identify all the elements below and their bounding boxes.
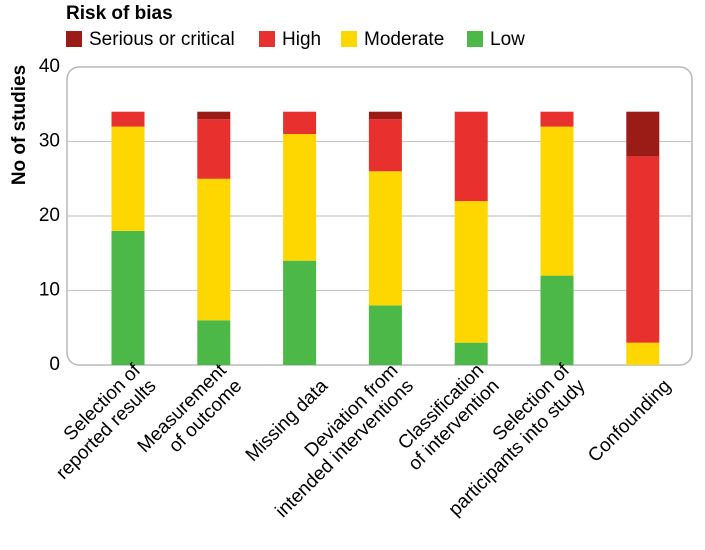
- bar-segment-low: [283, 260, 317, 365]
- bar-segment-high: [111, 111, 145, 127]
- legend: Serious or critical High Moderate Low: [66, 29, 525, 50]
- bar-segment-low: [368, 305, 402, 365]
- legend-title: Risk of bias: [66, 3, 173, 24]
- x-tick-label: Classificationof intervention: [389, 360, 504, 475]
- y-tick-label: 40: [39, 56, 60, 77]
- bar-segment-high: [626, 156, 660, 343]
- bar-segment-moderate: [626, 342, 660, 365]
- legend-swatch: [66, 31, 82, 47]
- x-tick-label: Confounding: [584, 376, 675, 467]
- bar-segment-serious-or-critical: [197, 111, 231, 120]
- bar-segment-high: [368, 119, 402, 172]
- bar-segment-low: [197, 320, 231, 365]
- bar-segment-moderate: [197, 178, 231, 321]
- svg-text:Selection ofreported results: Selection ofreported results: [37, 360, 161, 484]
- y-tick-label: 20: [39, 205, 60, 226]
- y-tick-label: 30: [39, 131, 60, 152]
- legend-swatch: [341, 31, 357, 47]
- svg-text:Classificationof intervention: Classificationof intervention: [389, 360, 504, 475]
- y-axis-title: No of studies: [9, 65, 30, 185]
- legend-label: Moderate: [364, 29, 444, 50]
- bar-segment-moderate: [454, 201, 488, 343]
- bar-segment-high: [454, 111, 488, 202]
- bar-segment-moderate: [368, 171, 402, 306]
- bar-segment-moderate: [111, 126, 145, 231]
- y-axis: 0 10 20 30 40: [39, 56, 60, 375]
- svg-text:Confounding: Confounding: [584, 376, 675, 467]
- x-tick-label-line: intended interventions: [272, 376, 418, 522]
- bar-segment-high: [283, 111, 317, 135]
- bar-segment-low: [454, 342, 488, 365]
- legend-label: High: [282, 29, 321, 50]
- legend-label: Serious or critical: [89, 29, 235, 50]
- bar-segment-high: [197, 119, 231, 179]
- bar-segment-low: [111, 230, 145, 365]
- legend-swatch: [259, 31, 275, 47]
- x-tick-label: Measurementof outcome: [134, 360, 247, 473]
- bar-segment-low: [540, 275, 574, 365]
- bar-segment-serious-or-critical: [368, 111, 402, 120]
- legend-swatch: [467, 31, 483, 47]
- bar-segment-moderate: [283, 134, 317, 261]
- bar-segment-serious-or-critical: [626, 111, 660, 157]
- bar-segment-moderate: [540, 126, 574, 276]
- y-tick-label: 10: [39, 280, 60, 301]
- bar-segment-high: [540, 111, 574, 127]
- bars: [111, 111, 660, 365]
- legend-label: Low: [490, 29, 525, 50]
- svg-text:Measurementof outcome: Measurementof outcome: [134, 360, 247, 473]
- y-tick-label: 0: [49, 354, 60, 375]
- x-axis: Selection ofreported resultsMeasuremento…: [37, 360, 675, 522]
- x-tick-label-line: Confounding: [584, 376, 675, 467]
- x-tick-label: Selection ofreported results: [37, 360, 161, 484]
